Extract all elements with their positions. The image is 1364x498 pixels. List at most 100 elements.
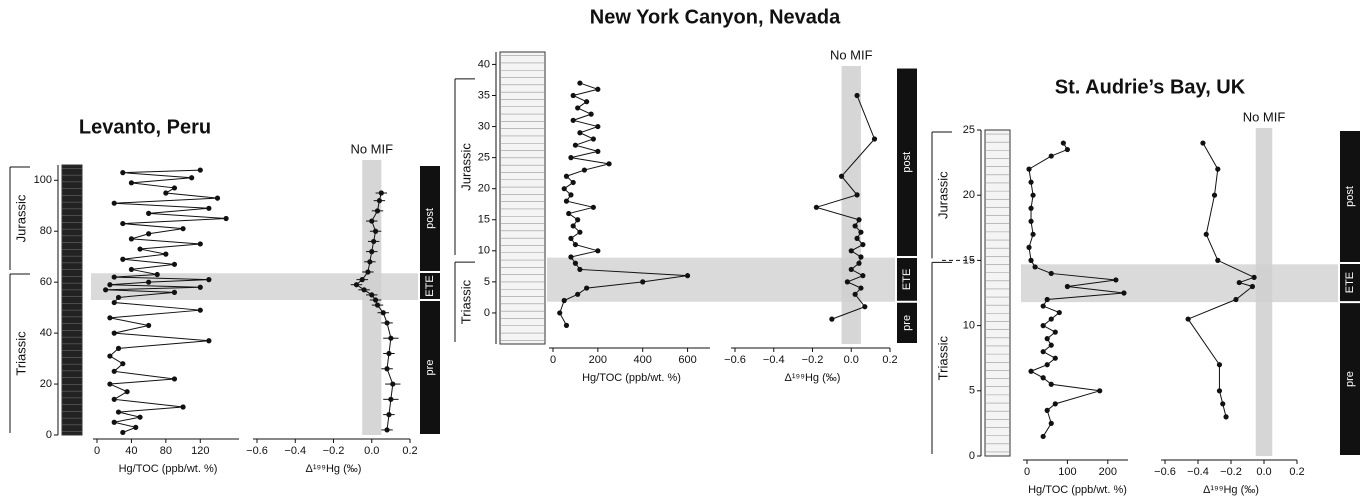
data-point: [374, 208, 381, 214]
data-point: [146, 279, 152, 285]
data-point: [561, 186, 567, 192]
data-point: [856, 217, 862, 223]
data-point: [1048, 420, 1054, 426]
data-point: [568, 155, 574, 161]
data-point: [361, 287, 367, 293]
data-point: [1251, 274, 1257, 280]
data-point: [572, 142, 579, 148]
y-tick-label: 15: [963, 254, 975, 266]
data-point: [856, 260, 862, 266]
data-point: [128, 266, 135, 273]
zone-bar: [1340, 264, 1360, 302]
x-tick-label: −0.2: [323, 445, 345, 457]
data-point: [197, 284, 203, 290]
data-point: [388, 335, 394, 341]
data-point: [570, 179, 576, 186]
data-point: [1064, 283, 1070, 290]
data-point: [128, 180, 135, 186]
y-tick-label: 20: [963, 189, 975, 201]
data-point: [359, 277, 365, 283]
data-point: [1040, 375, 1046, 381]
data-point: [1026, 166, 1032, 172]
data-point: [1048, 316, 1054, 322]
data-point: [120, 361, 126, 367]
x-tick-label: −0.2: [1220, 466, 1242, 478]
data-point: [1215, 166, 1221, 172]
period-label: Jurassic: [13, 194, 28, 242]
y-tick-label: 60: [40, 276, 52, 288]
data-point: [572, 241, 579, 248]
data-point: [380, 310, 386, 316]
data-point: [384, 366, 390, 372]
x-axis-label: Hg/TOC (ppb/wt. %): [119, 463, 218, 475]
y-tick-label: 100: [34, 174, 52, 186]
x-tick-label: 80: [160, 445, 172, 457]
y-tick-label: 10: [963, 320, 975, 332]
y-tick-label: 25: [478, 152, 490, 164]
data-point: [107, 381, 113, 387]
data-point: [590, 204, 596, 210]
data-point: [171, 185, 178, 191]
data-point: [386, 350, 392, 357]
data-point: [133, 424, 139, 430]
series-line: [1187, 142, 1256, 418]
data-point: [563, 198, 570, 204]
data-point: [1216, 388, 1223, 394]
data-point: [1028, 179, 1034, 185]
data-point: [146, 231, 152, 237]
data-point: [1064, 146, 1070, 153]
data-point: [561, 297, 567, 304]
data-point: [223, 215, 229, 222]
data-point: [1048, 153, 1054, 159]
data-point: [120, 220, 126, 227]
data-point: [1044, 336, 1050, 342]
data-point: [1211, 192, 1218, 198]
data-point: [858, 285, 864, 291]
data-point: [854, 192, 860, 198]
data-point: [640, 279, 646, 285]
data-point: [376, 198, 382, 204]
data-point: [590, 136, 596, 142]
x-tick-label: 0: [550, 354, 556, 366]
y-tick-label: 5: [484, 276, 490, 288]
data-point: [566, 210, 572, 217]
data-point: [852, 291, 858, 297]
data-point: [107, 353, 113, 359]
data-point: [111, 330, 117, 336]
data-point: [111, 368, 117, 374]
zone-bar: [1340, 303, 1360, 455]
y-tick-label: 25: [963, 124, 975, 136]
y-tick-label: 0: [969, 450, 975, 462]
data-point: [206, 338, 212, 344]
y-tick-label: 80: [40, 225, 52, 237]
data-point: [570, 92, 576, 99]
data-point: [1040, 323, 1046, 329]
data-point: [595, 123, 601, 130]
data-point: [154, 271, 160, 278]
x-axis-label: Δ¹⁹⁹Hg (‰): [306, 463, 362, 475]
data-point: [111, 200, 117, 206]
y-tick-label: 0: [46, 429, 52, 441]
data-point: [189, 175, 195, 181]
data-point: [570, 223, 576, 229]
x-axis-label: Hg/TOC (ppb/wt. %): [1028, 484, 1127, 496]
data-point: [111, 419, 117, 425]
data-point: [103, 287, 109, 293]
data-point: [378, 190, 384, 196]
data-point: [852, 223, 858, 229]
data-point: [557, 310, 563, 316]
data-point: [115, 294, 122, 301]
site-title: St. Audrie’s Bay, UK: [1055, 76, 1246, 98]
data-point: [1040, 433, 1046, 440]
data-point: [1052, 355, 1058, 361]
data-point: [1052, 401, 1058, 407]
x-tick-label: 0.2: [882, 354, 897, 366]
data-point: [1048, 381, 1054, 387]
annotation: No MIF: [1243, 109, 1286, 124]
data-point: [860, 273, 866, 279]
data-point: [171, 376, 178, 382]
data-point: [107, 315, 113, 321]
annotation: No MIF: [830, 47, 873, 62]
data-point: [111, 299, 117, 306]
zone-bar: [420, 272, 440, 299]
